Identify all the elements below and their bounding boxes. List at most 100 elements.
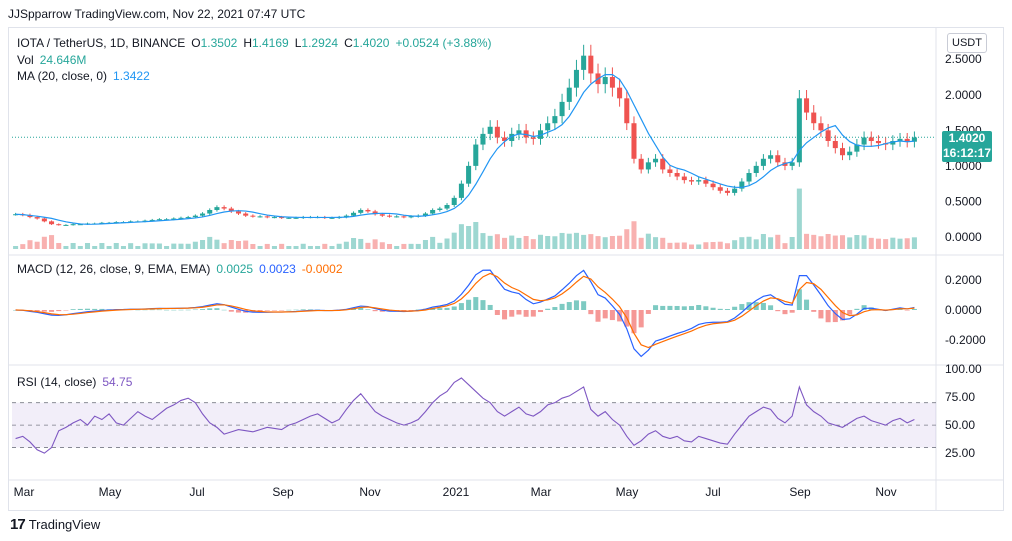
candle-body: [775, 155, 781, 163]
candle-body: [660, 158, 666, 170]
rsi-tick-label: 25.00: [945, 446, 975, 460]
volume-bar: [566, 233, 572, 249]
time-tick-label: May: [616, 485, 639, 499]
currency-button[interactable]: USDT: [947, 33, 987, 53]
macd-hist-bar: [825, 310, 831, 323]
volume-value: 24.646M: [39, 53, 87, 67]
candle-body: [235, 211, 242, 214]
symbol-label[interactable]: IOTA / TetherUS, 1D, BINANCE: [17, 36, 186, 50]
volume-bar: [444, 238, 450, 249]
candle-body: [667, 169, 673, 173]
candle-body: [789, 162, 795, 166]
volume-bar: [559, 232, 565, 249]
candle-body: [839, 148, 846, 156]
candle-body: [279, 217, 285, 219]
volume-bar: [832, 235, 838, 249]
macd-hist-bar: [41, 310, 47, 312]
macd-hist-bar: [796, 289, 802, 310]
volume-bar: [63, 246, 69, 249]
macd-hist-bar: [703, 306, 709, 310]
volume-bar: [545, 236, 551, 249]
volume-bar: [49, 235, 55, 249]
macd-hist-bar: [509, 310, 515, 317]
candle-body: [537, 130, 544, 139]
volume-bar: [667, 242, 673, 249]
macd-hist-value: 0.0025: [216, 262, 254, 276]
volume-bar: [422, 240, 428, 249]
macd-hist-bar: [566, 302, 572, 310]
volume-bar: [466, 226, 472, 249]
macd-hist-bar: [638, 310, 644, 328]
macd-hist-bar: [581, 301, 587, 310]
macd-hist-bar: [235, 310, 242, 313]
candle-body: [49, 221, 55, 225]
macd-hist-bar: [480, 300, 486, 310]
volume-bar: [502, 237, 508, 249]
volume-bar: [13, 246, 19, 249]
volume-bar: [207, 236, 213, 249]
time-tick-label: Nov: [359, 485, 380, 499]
candle-body: [466, 165, 472, 184]
candle-body: [250, 215, 256, 217]
volume-bar: [430, 236, 436, 249]
candle-body: [386, 215, 393, 217]
volume-bar: [394, 246, 400, 249]
volume-bar: [581, 234, 587, 249]
tradingview-logo-icon: 17: [10, 516, 26, 533]
volume-bar: [789, 237, 795, 249]
volume-bar: [214, 239, 220, 249]
open-label: O: [191, 36, 201, 50]
candle-body: [473, 144, 479, 166]
volume-bar: [408, 243, 414, 249]
candle-body: [854, 144, 860, 152]
macd-hist-bar: [458, 303, 464, 310]
volume-bar: [458, 224, 464, 249]
price-tick-label: 1.0000: [945, 159, 982, 173]
candle-body: [480, 133, 486, 145]
volume-bar: [552, 236, 558, 249]
open-value: 1.3502: [200, 36, 238, 50]
candle-body: [207, 209, 213, 214]
volume-legend: Vol 24.646M: [17, 53, 92, 67]
rsi-value: 54.75: [102, 375, 133, 389]
macd-hist-bar: [775, 310, 781, 312]
macd-hist-bar: [408, 310, 414, 311]
volume-bar: [796, 188, 802, 249]
macd-hist-bar: [768, 305, 774, 310]
volume-bar: [861, 235, 867, 249]
ma-line: [15, 74, 915, 225]
macd-hist-bar: [696, 304, 702, 310]
volume-bar: [804, 233, 810, 249]
macd-line: [15, 269, 915, 358]
candle-body: [847, 151, 853, 156]
volume-bar: [99, 243, 105, 249]
candle-body: [293, 217, 299, 219]
macd-hist-bar: [847, 310, 853, 315]
candle-body: [818, 123, 824, 131]
volume-bar: [760, 234, 766, 249]
candle-body: [502, 137, 508, 141]
volume-bar: [480, 233, 486, 249]
footer-brand[interactable]: 17 TradingView: [10, 516, 100, 533]
macd-tick-label: 0.0000: [945, 303, 982, 317]
macd-hist-bar: [365, 309, 371, 310]
volume-bar: [645, 233, 651, 249]
macd-hist-bar: [379, 310, 385, 312]
macd-hist-bar: [257, 310, 263, 312]
macd-hist-bar: [660, 305, 666, 310]
macd-hist-bar: [214, 308, 220, 310]
volume-bar: [84, 243, 91, 249]
candle-body: [724, 190, 730, 193]
volume-bar: [696, 244, 702, 249]
volume-bar: [674, 242, 680, 249]
rsi-tick-label: 75.00: [945, 390, 975, 404]
candle-body: [494, 126, 500, 138]
macd-hist-bar: [861, 305, 867, 310]
candle-body: [451, 197, 457, 205]
volume-bar: [868, 237, 874, 249]
macd-hist-bar: [221, 309, 227, 311]
candle-body: [70, 224, 76, 226]
macd-hist-bar: [135, 309, 141, 311]
volume-bar: [322, 243, 328, 249]
